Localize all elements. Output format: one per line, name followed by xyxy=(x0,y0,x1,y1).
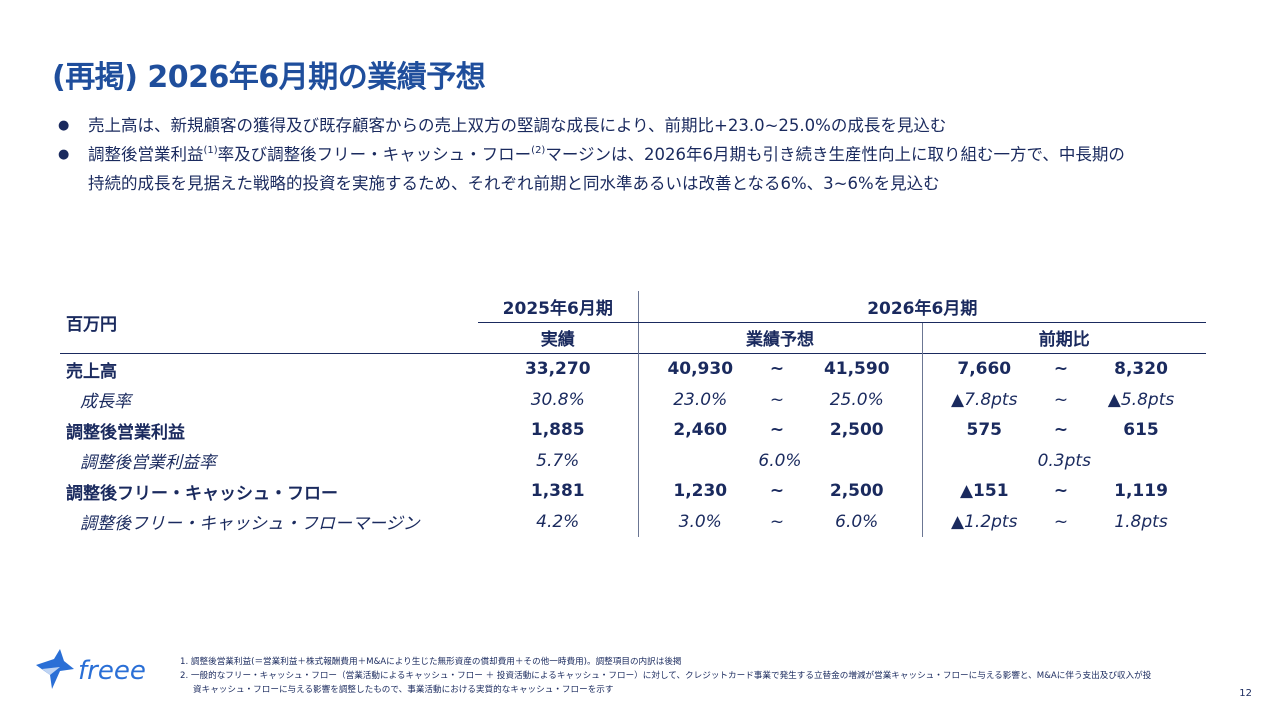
sub-actual: 実績 xyxy=(540,330,575,351)
cell-actual: 1,381 xyxy=(478,476,639,507)
cell-forecast-high: 41,590 xyxy=(792,353,923,385)
cell-forecast: 6.0% xyxy=(638,445,923,476)
bullet-margin: ● 調整後営業利益(1)率及び調整後フリー・キャッシュ・フロー(2)マージンは、… xyxy=(58,140,1238,198)
table-row: 調整後フリー・キャッシュ・フロー 1,381 1,230 ~ 2,500 ▲15… xyxy=(60,476,1206,507)
bullet-revenue: ● 売上高は、新規顧客の獲得及び既存顧客からの売上双方の堅調な成長により、前期比… xyxy=(58,111,1238,140)
table-row: 調整後営業利益率 5.7% 6.0% 0.3pts xyxy=(60,445,1206,476)
range-tilde: ~ xyxy=(1053,389,1069,410)
page-title: (再掲) 2026年6月期の業績予想 xyxy=(52,60,486,95)
bullet-margin-text-1: 調整後営業利益 xyxy=(88,145,204,164)
bullet-margin-text-4: 持続的成長を見据えた戦略的投資を実施するため、それぞれ前期と同水準あるいは改善と… xyxy=(88,174,940,193)
cell-yoy-low: ▲7.8pts xyxy=(951,389,1018,410)
footnote-2: 2. 一般的なフリー・キャッシュ・フロー（営業活動によるキャッシュ・フロー ＋ … xyxy=(180,671,1152,681)
page-number: 12 xyxy=(1239,688,1252,699)
row-label: 調整後営業利益率 xyxy=(80,453,216,474)
table-row: 調整後営業利益 1,885 2,460 ~ 2,500 575 ~ 615 xyxy=(60,415,1206,446)
table-row: 売上高 33,270 40,930 ~ 41,590 7,660 ~ 8,320 xyxy=(60,353,1207,385)
range-tilde: ~ xyxy=(762,353,792,385)
row-label: 調整後営業利益 xyxy=(66,422,185,443)
sub-yoy: 前期比 xyxy=(921,322,1207,354)
cell-actual: 30.8% xyxy=(478,384,639,415)
cell-forecast-low: 3.0% xyxy=(678,511,722,532)
table-row: 調整後フリー・キャッシュ・フローマージン 4.2% 3.0% ~ 6.0% ▲1… xyxy=(60,506,1206,537)
cell-actual: 4.2% xyxy=(478,506,639,537)
bullet-margin-text-3: マージンは、2026年6月期も引き続き生産性向上に取り組む一方で、中長期の xyxy=(545,145,1125,164)
row-label: 調整後フリー・キャッシュ・フローマージン xyxy=(80,514,420,535)
cell-forecast-high: 2,500 xyxy=(792,476,923,507)
cell-yoy-low: 7,660 xyxy=(922,353,1046,385)
cell-forecast-high: 6.0% xyxy=(792,506,923,537)
range-tilde: ~ xyxy=(1053,420,1069,441)
bullet-dot-icon: ● xyxy=(58,147,70,162)
sub-forecast: 業績予想 xyxy=(637,322,922,354)
bullet-dot-icon: ● xyxy=(58,118,70,133)
cell-actual: 33,270 xyxy=(478,353,639,385)
cell-yoy-low: ▲1.2pts xyxy=(951,511,1018,532)
col-fy2026: 2026年6月期 xyxy=(637,291,1207,323)
col-fy2025: 2025年6月期 xyxy=(478,291,638,323)
cell-yoy-high: ▲5.8pts xyxy=(1107,389,1175,410)
cell-yoy-high: 8,320 xyxy=(1076,353,1207,385)
bullet-margin-text-2: 率及び調整後フリー・キャッシュ・フロー xyxy=(217,145,532,164)
row-label: 売上高 xyxy=(60,353,478,385)
forecast-table: 百万円 2025年6月期 2026年6月期 実績 業績予想 前期比 売上高 33… xyxy=(60,291,1207,537)
footnote-2-cont: 資キャッシュ・フローに与える影響を調整したもので、事業活動における実質的なキャッ… xyxy=(193,685,614,695)
cell-yoy-high: 615 xyxy=(1123,420,1159,441)
bullet-revenue-text: 売上高は、新規顧客の獲得及び既存顧客からの売上双方の堅調な成長により、前期比+2… xyxy=(88,116,947,135)
range-tilde: ~ xyxy=(769,420,785,441)
cell-yoy-low: ▲151 xyxy=(959,481,1009,502)
range-tilde: ~ xyxy=(1053,481,1069,502)
cell-yoy-high: 1,119 xyxy=(1114,481,1168,502)
row-label: 成長率 xyxy=(80,392,131,413)
table-header-row-1: 百万円 2025年6月期 2026年6月期 xyxy=(60,291,1207,335)
footnote-1: 1. 調整後営業利益(＝営業利益＋株式報酬費用＋M&Aにより生じた無形資産の償却… xyxy=(180,657,682,667)
cell-actual: 5.7% xyxy=(478,445,639,476)
cell-forecast-low: 1,230 xyxy=(673,481,728,502)
cell-forecast-high: 2,500 xyxy=(792,415,923,446)
summary-bullets: ● 売上高は、新規顧客の獲得及び既存顧客からの売上双方の堅調な成長により、前期比… xyxy=(58,111,1238,198)
unit-label: 百万円 xyxy=(66,314,117,335)
freee-bird-icon xyxy=(36,649,74,689)
cell-forecast-low: 23.0% xyxy=(673,389,728,410)
footnotes: 1. 調整後営業利益(＝営業利益＋株式報酬費用＋M&Aにより生じた無形資産の償却… xyxy=(180,655,1250,697)
range-tilde: ~ xyxy=(769,389,785,410)
cell-forecast-low: 40,930 xyxy=(638,353,762,385)
cell-actual: 1,885 xyxy=(478,415,639,446)
range-tilde: ~ xyxy=(1053,511,1069,532)
table-header-row-2: 実績 業績予想 前期比 xyxy=(60,322,1207,354)
range-tilde: ~ xyxy=(769,511,785,532)
row-label: 調整後フリー・キャッシュ・フロー xyxy=(66,483,338,504)
cell-yoy-high: 1.8pts xyxy=(1114,511,1168,532)
footnote-ref-1: (1) xyxy=(203,145,218,156)
range-tilde: ~ xyxy=(769,481,785,502)
range-tilde: ~ xyxy=(1046,353,1076,385)
freee-logo: freee xyxy=(36,649,146,689)
table-row: 成長率 30.8% 23.0% ~ 25.0% ▲7.8pts ~ ▲5.8pt… xyxy=(60,384,1206,415)
logo-text: freee xyxy=(78,656,146,686)
cell-yoy: 0.3pts xyxy=(1037,450,1091,471)
cell-forecast-low: 2,460 xyxy=(673,420,728,441)
footnote-ref-2: (2) xyxy=(531,145,546,156)
cell-forecast-high: 25.0% xyxy=(792,384,923,415)
cell-yoy-low: 575 xyxy=(966,420,1003,441)
